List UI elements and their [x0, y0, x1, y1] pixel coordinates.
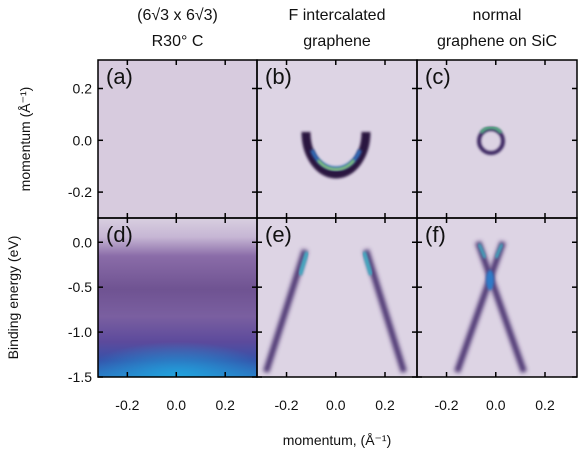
x-tick-label: -0.2 — [274, 397, 298, 413]
images — [98, 60, 577, 377]
panel-label: (e) — [265, 222, 292, 247]
x-axis-label: momentum, (Å⁻¹) — [283, 432, 392, 448]
crescent — [301, 131, 371, 179]
y-tick-label: -1.0 — [68, 324, 92, 340]
ring — [477, 126, 505, 155]
y-axis-label: Binding energy (eV) — [5, 236, 21, 360]
column-title: graphene on SiC — [437, 33, 557, 50]
image-b — [257, 60, 417, 218]
column-title: graphene — [303, 33, 371, 50]
x-tick-label: 0.2 — [535, 397, 555, 413]
y-axis-label: momentum (Å⁻¹) — [17, 87, 33, 192]
panel-label: (c) — [425, 64, 451, 89]
image-a — [98, 60, 257, 218]
bands-f — [454, 240, 527, 374]
panel-label: (a) — [106, 64, 133, 89]
x-tick-label: 0.0 — [326, 397, 346, 413]
bands-e — [263, 249, 407, 373]
image-d-glow — [98, 318, 257, 377]
column-title: normal — [473, 7, 522, 24]
y-tick-label: -1.5 — [68, 369, 92, 385]
x-tick-label: -0.2 — [434, 397, 458, 413]
panel-frame — [416, 217, 578, 378]
column-title: F intercalated — [289, 7, 386, 24]
x-tick-label: 0.2 — [375, 397, 395, 413]
y-tick-label: -0.2 — [68, 184, 92, 200]
x-tick-label: -0.2 — [115, 397, 139, 413]
panel-label: (d) — [106, 222, 133, 247]
image-c — [417, 60, 577, 218]
y-tick-label: 0.0 — [73, 234, 93, 250]
y-tick-label: 0.2 — [73, 80, 93, 96]
panel-label: (b) — [265, 64, 292, 89]
image-e — [257, 218, 417, 377]
x-tick-label: 0.2 — [215, 397, 235, 413]
y-tick-label: -0.5 — [68, 279, 92, 295]
x-tick-label: 0.0 — [486, 397, 506, 413]
column-title: (6√3 x 6√3) — [137, 7, 218, 24]
column-title: R30° C — [152, 33, 204, 50]
panel-label: (f) — [425, 222, 446, 247]
x-tick-label: 0.0 — [167, 397, 187, 413]
y-tick-label: 0.0 — [73, 132, 93, 148]
